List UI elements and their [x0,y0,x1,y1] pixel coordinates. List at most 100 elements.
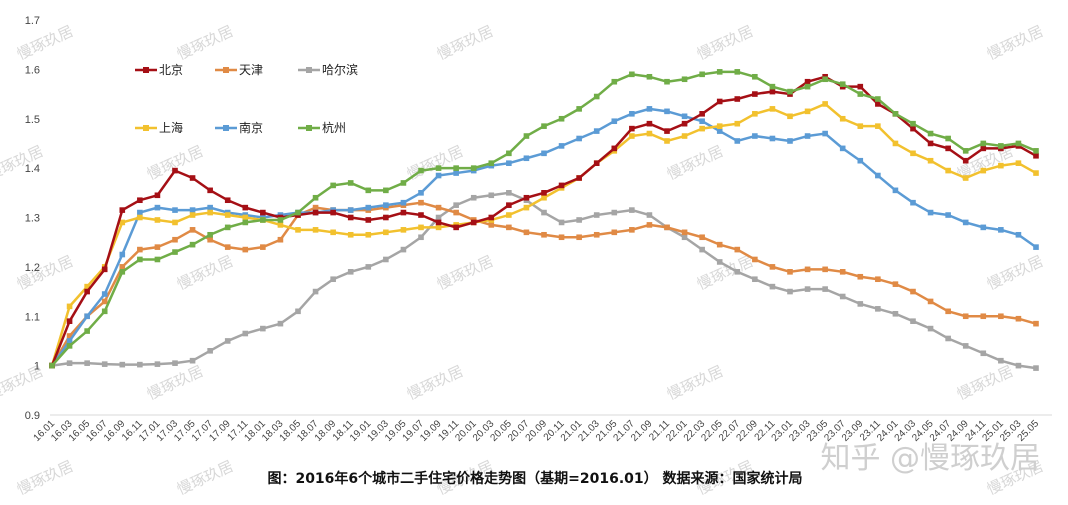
data-point [681,120,688,127]
data-point [312,204,319,211]
data-point [558,143,565,149]
data-point [716,123,723,129]
data-point [224,197,231,204]
data-point [435,172,442,179]
data-point [611,209,618,216]
data-point [699,71,705,78]
data-point [646,73,653,80]
data-point [172,207,178,213]
data-point [822,266,828,273]
data-point [593,212,600,218]
data-point [945,308,951,315]
data-point [66,318,73,324]
data-point [453,170,459,176]
data-point [752,91,758,97]
data-point [488,222,495,228]
data-point [664,108,670,115]
data-point [119,361,126,368]
data-point [769,106,776,112]
data-point [646,106,653,112]
data-point [506,202,512,208]
y-tick-label: 1.2 [25,262,40,274]
data-point [84,288,90,295]
data-point [119,251,126,258]
data-point [119,269,126,275]
data-point [681,229,688,236]
data-point [857,301,864,307]
data-point [629,111,635,117]
watermark-text: 慢琢玖居 [664,142,726,184]
data-point [541,123,547,129]
data-point [260,209,266,216]
legend-item: 杭州 [298,120,346,135]
legend-marker [223,67,229,73]
legend-label: 南京 [239,120,263,135]
data-point [804,83,811,90]
data-point [453,224,459,231]
data-point [330,182,336,189]
series-line [50,75,1037,367]
data-point [101,266,108,273]
data-point [962,157,969,164]
data-point [699,246,705,253]
data-point [980,350,987,357]
data-point [506,190,512,196]
data-point [189,175,196,181]
data-point [945,335,951,342]
y-tick-label: 1.7 [25,15,40,27]
data-point [189,241,196,248]
data-point [506,160,512,166]
data-point [980,145,987,152]
data-point [347,214,354,221]
data-point [172,360,178,366]
data-point [260,244,266,250]
data-point [1033,152,1039,159]
data-point [752,256,758,263]
data-point [506,224,512,231]
data-point [822,286,828,292]
data-point [804,286,811,292]
data-point [734,269,741,275]
data-point [787,138,793,144]
data-point [734,246,741,253]
data-point [189,357,196,364]
legend-marker [143,67,149,73]
data-point [242,219,249,226]
data-point [137,209,143,216]
watermark-text: 慢琢玖居 [664,362,726,404]
data-point [998,357,1004,364]
data-point [822,130,828,137]
y-tick-label: 1.6 [25,64,40,76]
data-point [418,234,424,241]
data-point [119,264,126,270]
legend-item: 天津 [215,63,263,77]
data-point [558,115,565,122]
data-point [681,76,688,83]
legend-item: 上海 [135,120,183,135]
data-point [769,135,776,142]
data-point [207,236,213,243]
watermark-text: 慢琢玖居 [144,142,206,184]
data-point [558,234,565,241]
data-point [523,229,530,236]
watermark-text: 慢琢玖居 [694,22,756,64]
data-point [752,276,758,283]
data-point [1015,160,1022,166]
data-point [787,113,793,120]
legend-label: 天津 [239,63,263,77]
data-point [734,69,741,75]
data-point [576,135,582,142]
data-point [875,306,881,312]
data-point [664,138,670,144]
data-point [839,81,846,87]
data-point [84,328,90,334]
data-point [875,172,881,179]
data-point [383,256,389,263]
data-point [207,231,213,238]
data-point [189,227,196,233]
data-point [962,148,969,154]
data-point [857,83,864,90]
data-point [84,313,90,320]
data-point [945,145,951,152]
